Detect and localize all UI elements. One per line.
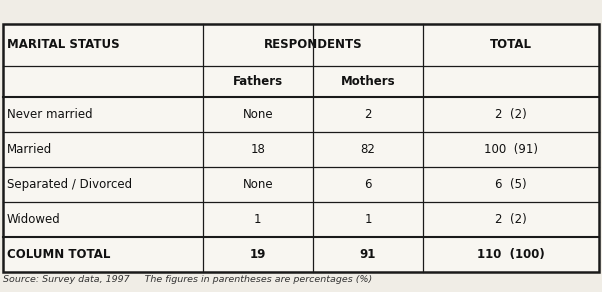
Bar xyxy=(3,24,599,272)
Text: 91: 91 xyxy=(360,248,376,261)
Text: 19: 19 xyxy=(250,248,266,261)
Text: Widowed: Widowed xyxy=(7,213,61,226)
Text: 6: 6 xyxy=(364,178,372,191)
Text: 6  (5): 6 (5) xyxy=(495,178,527,191)
Text: Mothers: Mothers xyxy=(341,75,396,88)
Bar xyxy=(3,24,599,272)
Text: None: None xyxy=(243,178,273,191)
Text: 82: 82 xyxy=(361,143,376,156)
Text: Source: Survey data, 1997     The figures in parentheses are percentages (%): Source: Survey data, 1997 The figures in… xyxy=(3,275,372,284)
Text: 18: 18 xyxy=(250,143,265,156)
Text: 2: 2 xyxy=(364,108,372,121)
Text: COLUMN TOTAL: COLUMN TOTAL xyxy=(7,248,110,261)
Text: 2  (2): 2 (2) xyxy=(495,213,527,226)
Text: 1: 1 xyxy=(254,213,261,226)
Text: Married: Married xyxy=(7,143,52,156)
Text: MARITAL STATUS: MARITAL STATUS xyxy=(7,38,120,51)
Text: RESPONDENTS: RESPONDENTS xyxy=(264,38,362,51)
Text: Separated / Divorced: Separated / Divorced xyxy=(7,178,132,191)
Text: TOTAL: TOTAL xyxy=(490,38,532,51)
Text: 110  (100): 110 (100) xyxy=(477,248,545,261)
Text: 2  (2): 2 (2) xyxy=(495,108,527,121)
Text: 1: 1 xyxy=(364,213,372,226)
Text: 100  (91): 100 (91) xyxy=(484,143,538,156)
Text: None: None xyxy=(243,108,273,121)
Text: Fathers: Fathers xyxy=(233,75,283,88)
Text: Never married: Never married xyxy=(7,108,93,121)
Bar xyxy=(3,24,599,272)
